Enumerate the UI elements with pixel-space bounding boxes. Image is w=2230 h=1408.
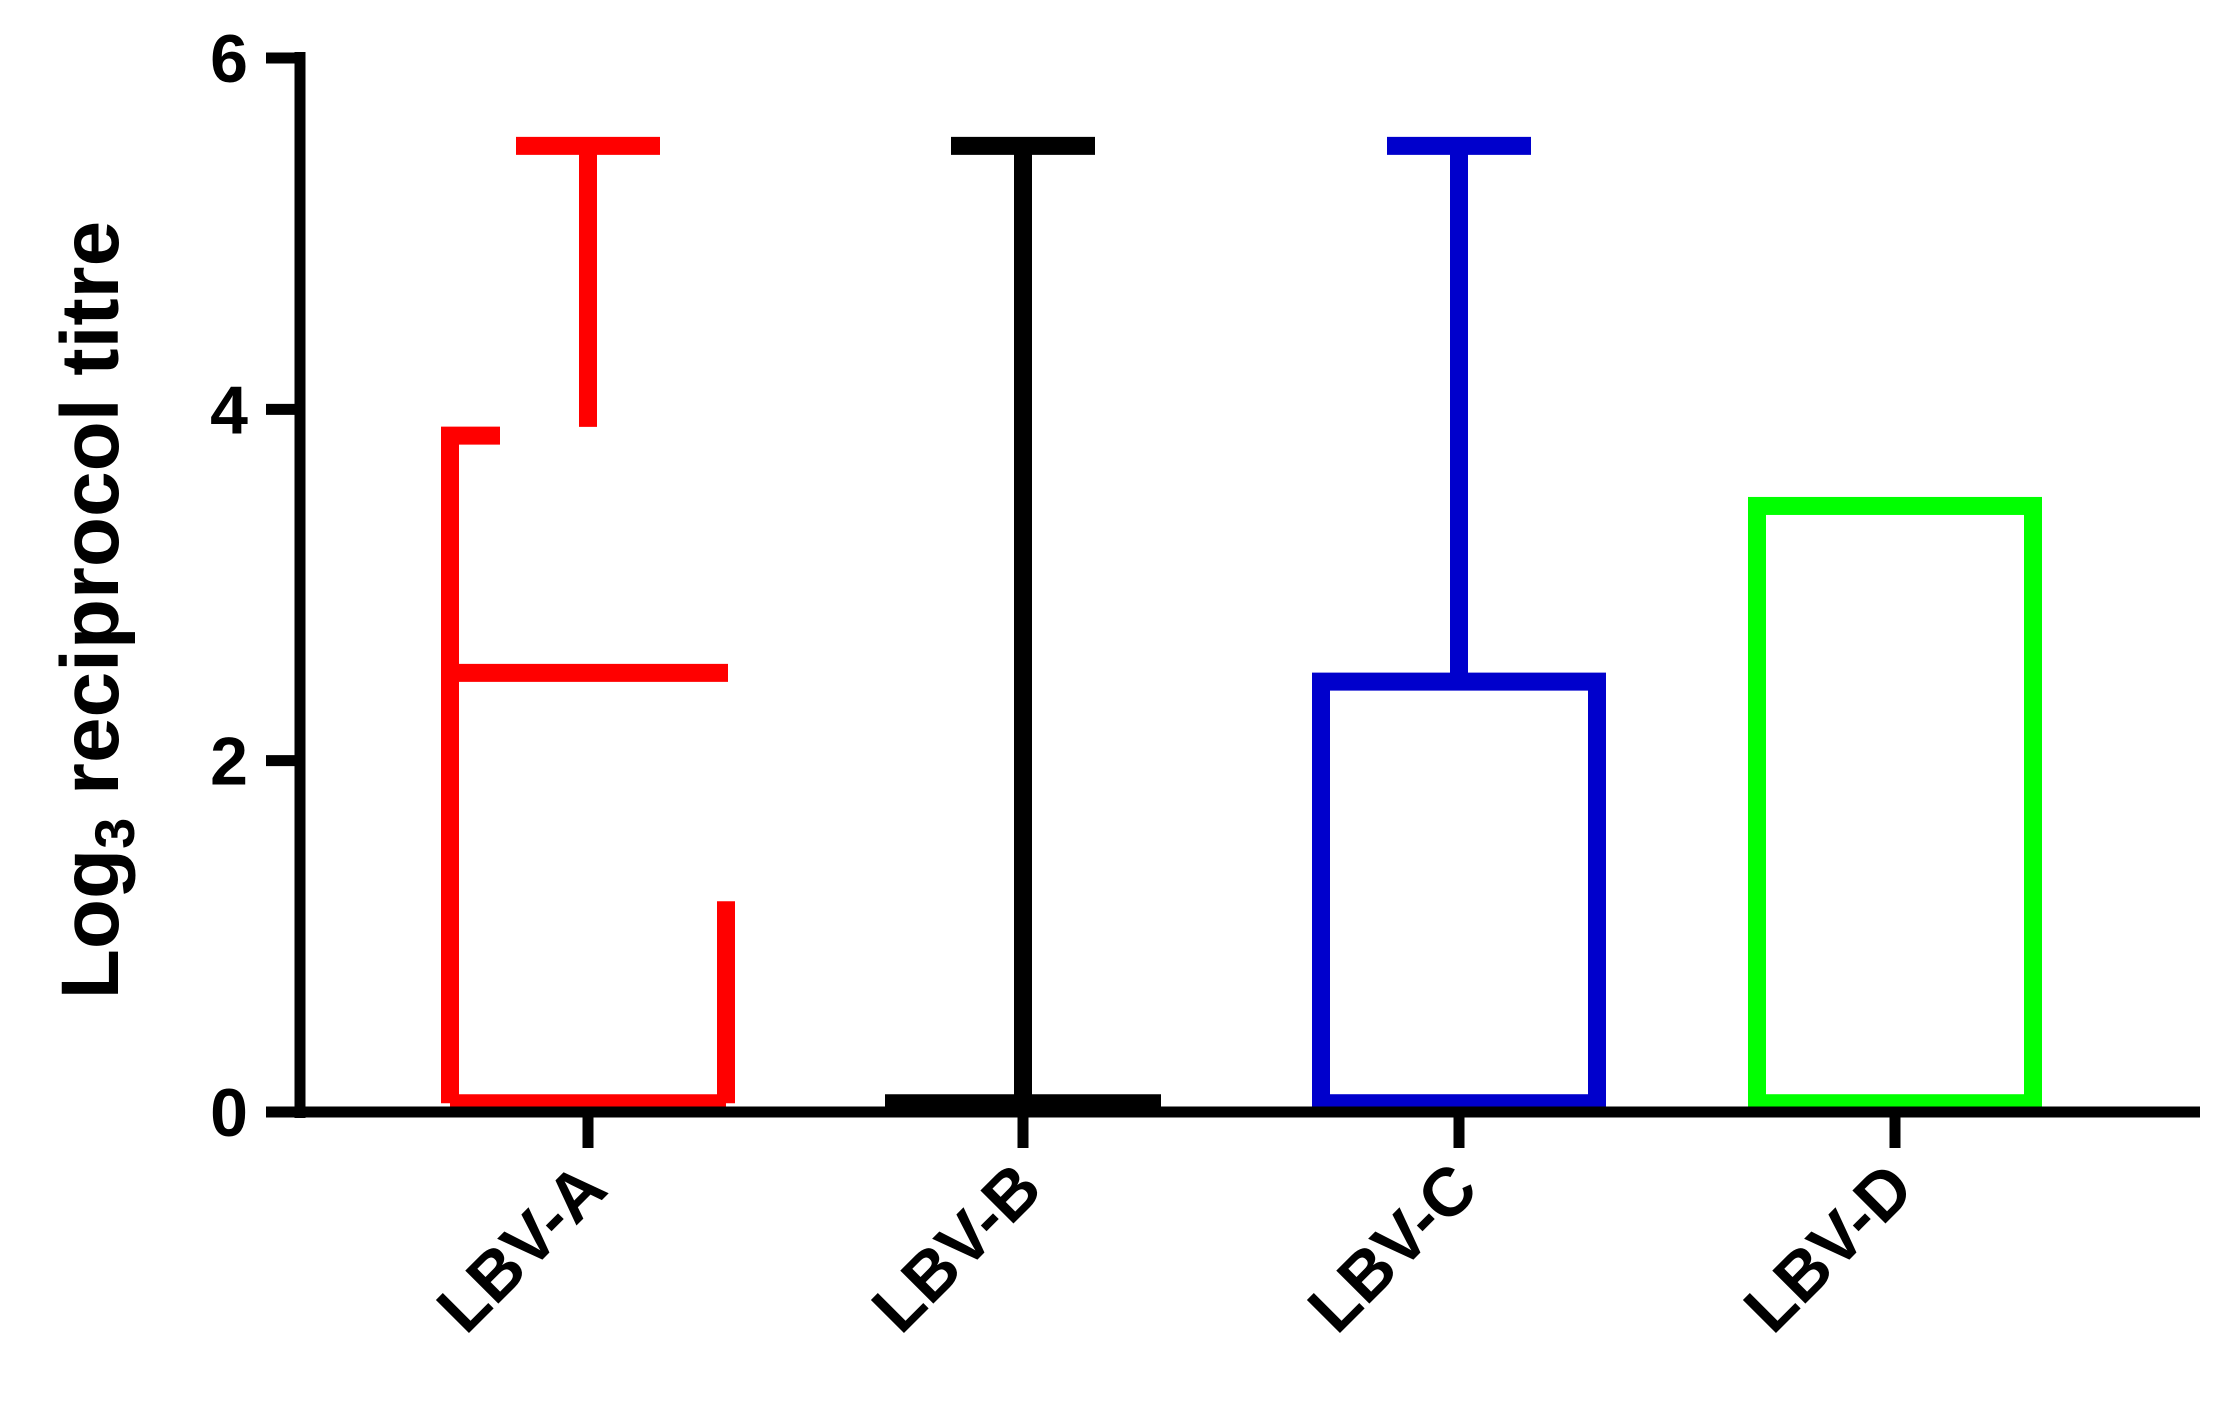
lbv-c-bar <box>1312 672 1606 1113</box>
y-tick-label-2: 2 <box>210 724 248 800</box>
y-tick-label-4: 4 <box>210 372 248 448</box>
y-axis-title: Log3 reciprocol titre <box>45 221 146 999</box>
x-tick-label-lbv-b: LBV-B <box>858 1149 1056 1347</box>
lbv-d-bar <box>1748 496 2042 1113</box>
y-tick-label-0: 0 <box>210 1075 248 1151</box>
x-tick-label-lbv-a: LBV-A <box>423 1149 621 1347</box>
x-tick-label-lbv-c: LBV-C <box>1294 1149 1492 1347</box>
axes: LBV-A LBV-B LBV-C LBV-D 0 2 4 6 <box>210 21 2200 1347</box>
y-axis-title-rest: reciprocol titre <box>45 221 136 818</box>
y-axis-title-sub: 3 <box>83 818 146 849</box>
y-axis-title-main: Log <box>45 849 136 999</box>
chart-marks <box>441 136 2042 1113</box>
x-tick-label-lbv-d: LBV-D <box>1730 1149 1928 1347</box>
y-tick-label-6: 6 <box>210 21 248 97</box>
